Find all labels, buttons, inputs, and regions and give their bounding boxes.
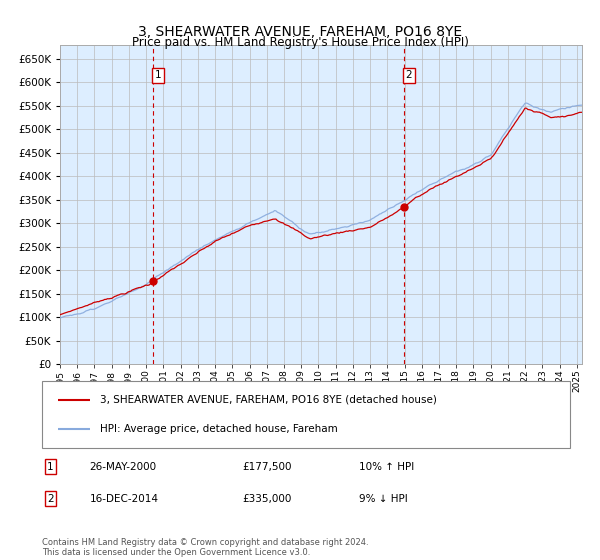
Text: 1: 1 [155,71,161,80]
Text: 16-DEC-2014: 16-DEC-2014 [89,494,158,504]
Text: 3, SHEARWATER AVENUE, FAREHAM, PO16 8YE: 3, SHEARWATER AVENUE, FAREHAM, PO16 8YE [138,25,462,39]
Text: 3, SHEARWATER AVENUE, FAREHAM, PO16 8YE (detached house): 3, SHEARWATER AVENUE, FAREHAM, PO16 8YE … [100,395,437,405]
Text: 2: 2 [406,71,412,80]
FancyBboxPatch shape [42,381,570,448]
Text: HPI: Average price, detached house, Fareham: HPI: Average price, detached house, Fare… [100,424,338,434]
Text: 2: 2 [47,494,54,504]
Text: £177,500: £177,500 [242,461,292,472]
Text: 26-MAY-2000: 26-MAY-2000 [89,461,157,472]
Text: Price paid vs. HM Land Registry's House Price Index (HPI): Price paid vs. HM Land Registry's House … [131,36,469,49]
Text: 9% ↓ HPI: 9% ↓ HPI [359,494,407,504]
Text: 1: 1 [47,461,54,472]
Text: 10% ↑ HPI: 10% ↑ HPI [359,461,414,472]
Text: Contains HM Land Registry data © Crown copyright and database right 2024.
This d: Contains HM Land Registry data © Crown c… [42,538,368,557]
Text: £335,000: £335,000 [242,494,292,504]
